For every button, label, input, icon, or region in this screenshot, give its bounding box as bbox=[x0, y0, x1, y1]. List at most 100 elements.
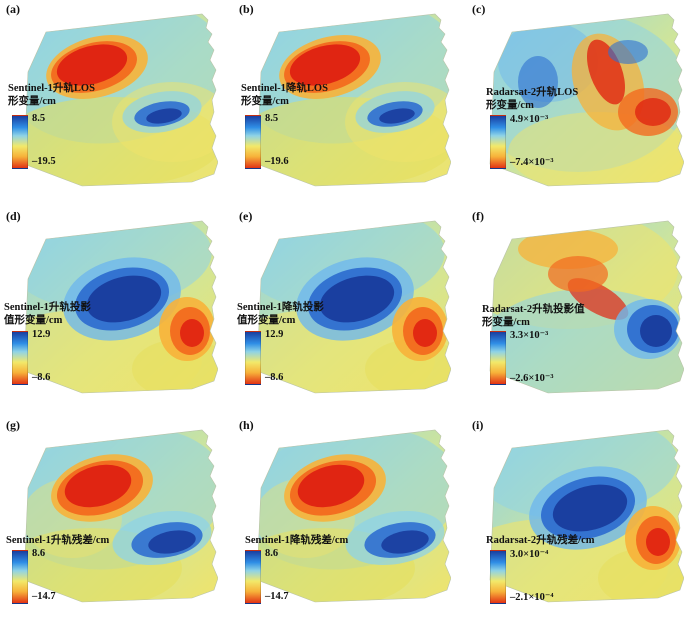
colorbar-title-line1: Sentinel-1降轨投影 bbox=[237, 302, 324, 313]
map-graphic bbox=[256, 429, 451, 603]
colorbar-max: 4.9×10⁻³ bbox=[510, 114, 549, 125]
colorbar-max: 12.9 bbox=[265, 329, 284, 340]
map-graphic bbox=[489, 13, 684, 187]
colorbar-min: –8.6 bbox=[265, 372, 284, 383]
deformation-blob bbox=[289, 44, 361, 86]
colorbar bbox=[245, 331, 261, 385]
colorbar-max: 8.5 bbox=[32, 113, 46, 124]
panel-label: (a) bbox=[6, 2, 20, 16]
colorbar bbox=[12, 550, 28, 604]
colorbar bbox=[245, 115, 261, 169]
colorbar-min: –7.4×10⁻³ bbox=[510, 157, 554, 168]
map-graphic bbox=[489, 429, 684, 603]
deformation-blob bbox=[180, 319, 204, 347]
colorbar bbox=[490, 331, 506, 385]
panel-label: (g) bbox=[6, 418, 20, 432]
colorbar-title-line1: Sentinel-1降轨残差/cm bbox=[245, 535, 349, 546]
deformation-map bbox=[22, 12, 218, 188]
colorbar-min: –14.7 bbox=[265, 591, 289, 602]
map-graphic bbox=[256, 220, 451, 394]
colorbar-max: 8.6 bbox=[265, 548, 279, 559]
colorbar-min: –19.5 bbox=[32, 156, 56, 167]
colorbar-title-line2: 形变量/cm bbox=[482, 317, 530, 328]
colorbar-max: 3.0×10⁻⁴ bbox=[510, 549, 549, 560]
deformation-map bbox=[22, 428, 218, 604]
colorbar bbox=[490, 550, 506, 604]
colorbar bbox=[12, 331, 28, 385]
colorbar-min: –19.6 bbox=[265, 156, 289, 167]
deformation-map bbox=[488, 428, 684, 604]
colorbar-min: –2.6×10⁻³ bbox=[510, 373, 554, 384]
deformation-map bbox=[22, 219, 218, 395]
colorbar-title: Sentinel-1降轨投影 值形变量/cm bbox=[237, 301, 324, 327]
deformation-blob bbox=[548, 256, 608, 292]
colorbar-title-line2: 形变量/cm bbox=[8, 96, 56, 107]
panel-label: (e) bbox=[239, 209, 253, 223]
colorbar-title-line1: Sentinel-1降轨LOS bbox=[241, 83, 328, 94]
deformation-blob bbox=[646, 528, 670, 556]
colorbar-title-line2: 值形变量/cm bbox=[4, 315, 63, 326]
map-graphic bbox=[489, 220, 684, 394]
colorbar-title: Sentinel-1降轨残差/cm bbox=[245, 534, 348, 547]
deformation-blob bbox=[319, 275, 395, 323]
deformation-map bbox=[255, 428, 451, 604]
deformation-blob bbox=[608, 40, 648, 64]
colorbar-title-line2: 值形变量/cm bbox=[237, 315, 296, 326]
panel-d: (d) Sentinel-1升轨投影 值形变量/cm 12.9 –8.6 bbox=[0, 207, 233, 414]
deformation-map bbox=[488, 12, 684, 188]
panel-label: (i) bbox=[472, 418, 484, 432]
colorbar bbox=[12, 115, 28, 169]
panel-f: (f) Radarsat-2升轨投影值 形变量/cm 3.3×10⁻³ –2.6… bbox=[466, 207, 699, 414]
colorbar-title: Sentinel-1升轨残差/cm bbox=[6, 534, 109, 547]
colorbar-max: 3.3×10⁻³ bbox=[510, 330, 549, 341]
deformation-map bbox=[255, 12, 451, 188]
deformation-blob bbox=[148, 530, 196, 554]
deformation-blob bbox=[379, 108, 415, 124]
deformation-blob bbox=[413, 319, 437, 347]
colorbar-title-line1: Radarsat-2升轨投影值 bbox=[482, 304, 585, 315]
map-graphic bbox=[23, 220, 218, 394]
panel-label: (h) bbox=[239, 418, 254, 432]
colorbar-title: Radarsat-2升轨投影值 形变量/cm bbox=[482, 303, 585, 329]
panel-label: (b) bbox=[239, 2, 254, 16]
colorbar-min: –14.7 bbox=[32, 591, 56, 602]
deformation-blob bbox=[297, 464, 365, 508]
deformation-blob bbox=[518, 56, 558, 108]
deformation-blob bbox=[86, 275, 162, 323]
panel-b: (b) Sentinel-1降轨LOS 形变量/cm 8.5 –19.6 bbox=[233, 0, 466, 207]
panel-g: (g) Sentinel-1升轨残差/cm 8.6 –14.7 bbox=[0, 416, 233, 623]
panel-label: (c) bbox=[472, 2, 486, 16]
colorbar-title: Radarsat-2升轨残差/cm bbox=[486, 534, 595, 547]
colorbar bbox=[490, 115, 506, 169]
colorbar-title-line2: 形变量/cm bbox=[241, 96, 289, 107]
deformation-blob bbox=[146, 108, 182, 124]
panel-label: (f) bbox=[472, 209, 484, 223]
colorbar bbox=[245, 550, 261, 604]
colorbar-title-line1: Sentinel-1升轨LOS bbox=[8, 83, 95, 94]
map-graphic bbox=[256, 13, 451, 187]
colorbar-title-line1: Sentinel-1升轨残差/cm bbox=[6, 535, 110, 546]
colorbar-max: 12.9 bbox=[32, 329, 51, 340]
colorbar-title-line1: Sentinel-1升轨投影 bbox=[4, 302, 91, 313]
colorbar-max: 8.5 bbox=[265, 113, 279, 124]
panel-label: (d) bbox=[6, 209, 21, 223]
deformation-blob bbox=[635, 98, 671, 126]
panel-c: (c) Radarsat-2升轨LOS 形变量/cm 4.9×10⁻³ –7.4… bbox=[466, 0, 699, 207]
deformation-map bbox=[255, 219, 451, 395]
colorbar-title-line2: 形变量/cm bbox=[486, 100, 534, 111]
deformation-blob bbox=[640, 315, 672, 347]
deformation-blob bbox=[552, 484, 628, 532]
map-graphic bbox=[23, 13, 218, 187]
map-graphic bbox=[23, 429, 218, 603]
colorbar-min: –2.1×10⁻⁴ bbox=[510, 592, 554, 603]
deformation-blob bbox=[64, 464, 132, 508]
deformation-blob bbox=[56, 44, 128, 86]
panel-a: (a) Sentinel-1升轨LOS 形变量/cm 8.5 –19.5 bbox=[0, 0, 233, 207]
colorbar-title: Sentinel-1升轨投影 值形变量/cm bbox=[4, 301, 91, 327]
panel-h: (h) Sentinel-1降轨残差/cm 8.6 –14.7 bbox=[233, 416, 466, 623]
colorbar-title-line1: Radarsat-2升轨LOS bbox=[486, 87, 579, 98]
colorbar-min: –8.6 bbox=[32, 372, 51, 383]
panel-i: (i) Radarsat-2升轨残差/cm 3.0×10⁻⁴ –2.1×10⁻⁴ bbox=[466, 416, 699, 623]
panel-e: (e) Sentinel-1降轨投影 值形变量/cm 12.9 –8.6 bbox=[233, 207, 466, 414]
colorbar-title: Sentinel-1升轨LOS 形变量/cm bbox=[8, 82, 95, 108]
